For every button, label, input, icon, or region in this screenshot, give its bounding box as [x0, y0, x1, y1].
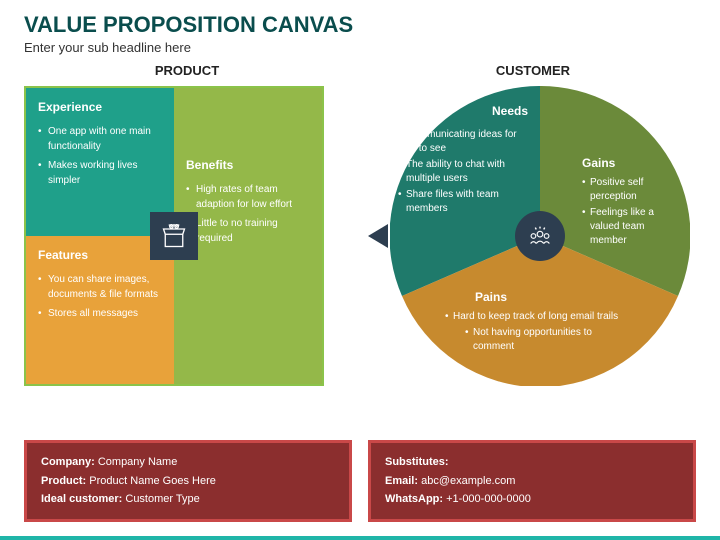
- page-title: VALUE PROPOSITION CANVAS: [24, 12, 696, 38]
- customer-title: CUSTOMER: [370, 63, 696, 78]
- list-item: Share files with team members: [398, 188, 528, 216]
- whatsapp-label: WhatsApp:: [385, 493, 443, 505]
- people-icon: [515, 211, 565, 261]
- benefits-title: Benefits: [186, 158, 310, 172]
- experience-title: Experience: [38, 100, 162, 114]
- product-value: Product Name Goes Here: [89, 475, 216, 487]
- list-item: Hard to keep track of long email trails: [445, 310, 635, 324]
- needs-items: Communicating ideas for all to see The a…: [398, 128, 528, 218]
- gains-label: Gains Positive self perception Feelings …: [582, 156, 682, 250]
- cart-box-icon: [150, 212, 198, 260]
- header: VALUE PROPOSITION CANVAS Enter your sub …: [0, 0, 720, 63]
- experience-list: One app with one main functionality Make…: [38, 124, 162, 188]
- product-title: PRODUCT: [24, 63, 350, 78]
- product-column: PRODUCT Experience One app with one main…: [24, 63, 350, 386]
- list-item: Little to no training required: [186, 216, 310, 246]
- features-list: You can share images, documents & file f…: [38, 272, 162, 321]
- list-item: One app with one main functionality: [38, 124, 162, 154]
- footer: Company: Company Name Product: Product N…: [0, 430, 720, 532]
- needs-label: Needs: [445, 104, 575, 124]
- list-item: Stores all messages: [38, 306, 162, 321]
- product-label: Product:: [41, 475, 86, 487]
- list-item: Communicating ideas for all to see: [398, 128, 528, 156]
- pains-label: Pains Hard to keep track of long email t…: [445, 290, 635, 356]
- connector-arrow: [368, 224, 388, 248]
- whatsapp-value: +1-000-000-0000: [446, 493, 531, 505]
- customer-column: CUSTOMER Needs Communicating ideas for a…: [370, 63, 696, 386]
- list-item: You can share images, documents & file f…: [38, 272, 162, 302]
- info-box-right: Substitutes: Email: abc@example.com What…: [368, 440, 696, 522]
- features-title: Features: [38, 248, 162, 262]
- email-label: Email:: [385, 475, 418, 487]
- substitutes-label: Substitutes:: [385, 456, 449, 468]
- list-item: The ability to chat with multiple users: [398, 158, 528, 186]
- benefits-list: High rates of team adaption for low effo…: [186, 182, 310, 246]
- customer-label: Ideal customer:: [41, 493, 122, 505]
- product-grid: Experience One app with one main functio…: [24, 86, 324, 386]
- customer-value: Customer Type: [125, 493, 199, 505]
- page-subtitle: Enter your sub headline here: [24, 40, 696, 55]
- list-item: High rates of team adaption for low effo…: [186, 182, 310, 212]
- list-item: Positive self perception: [582, 176, 682, 204]
- list-item: Feelings like a valued team member: [582, 206, 682, 248]
- list-item: Makes working lives simpler: [38, 158, 162, 188]
- company-value: Company Name: [98, 456, 177, 468]
- list-item: Not having opportunities to comment: [465, 326, 635, 354]
- company-label: Company:: [41, 456, 95, 468]
- pains-title: Pains: [475, 290, 635, 304]
- needs-title: Needs: [445, 104, 575, 118]
- customer-circle: Needs Communicating ideas for all to see…: [390, 86, 690, 386]
- accent-bar: [0, 536, 720, 540]
- main-content: PRODUCT Experience One app with one main…: [0, 63, 720, 386]
- gains-title: Gains: [582, 156, 682, 170]
- email-value: abc@example.com: [421, 475, 515, 487]
- info-box-left: Company: Company Name Product: Product N…: [24, 440, 352, 522]
